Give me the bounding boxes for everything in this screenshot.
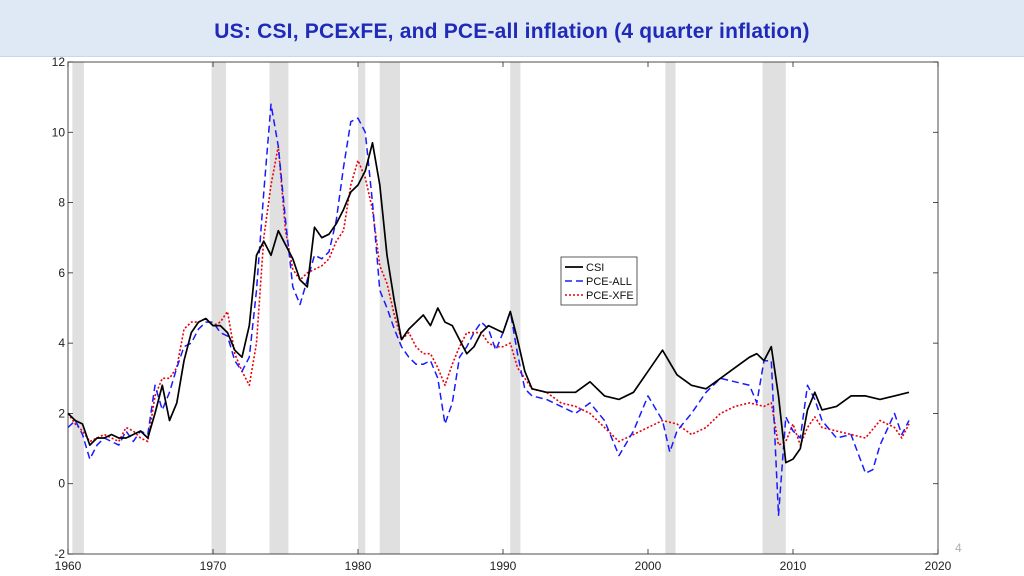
legend-box bbox=[560, 256, 638, 306]
recession-band bbox=[72, 62, 84, 554]
y-tick-label: 6 bbox=[58, 266, 65, 280]
y-tick-label: 8 bbox=[58, 196, 65, 210]
x-tick-label: 2010 bbox=[780, 559, 807, 573]
page-number: 4 bbox=[955, 541, 962, 555]
recession-band bbox=[510, 62, 521, 554]
legend-label: PCE-ALL bbox=[586, 276, 632, 288]
recession-band bbox=[269, 62, 289, 554]
recession-band bbox=[665, 62, 676, 554]
x-tick-label: 1990 bbox=[490, 559, 517, 573]
legend-label: CSI bbox=[586, 262, 604, 274]
legend-label: PCE-XFE bbox=[586, 290, 634, 302]
y-tick-label: 4 bbox=[58, 336, 65, 350]
recession-band bbox=[358, 62, 366, 554]
title-bar: US: CSI, PCExFE, and PCE-all inflation (… bbox=[0, 0, 1024, 57]
y-tick-label: 2 bbox=[58, 406, 65, 420]
x-tick-label: 1970 bbox=[200, 559, 227, 573]
y-tick-label: -2 bbox=[54, 547, 65, 561]
series-line-pce-all bbox=[67, 103, 910, 517]
x-tick-label: 2000 bbox=[635, 559, 662, 573]
x-tick-label: 1980 bbox=[345, 559, 372, 573]
slide-title: US: CSI, PCExFE, and PCE-all inflation (… bbox=[214, 20, 810, 43]
x-tick-label: 1960 bbox=[55, 559, 82, 573]
series-line-csi bbox=[67, 141, 910, 464]
series-line-pce-xfe bbox=[67, 145, 910, 446]
y-tick-label: 0 bbox=[58, 477, 65, 491]
recession-band bbox=[762, 62, 786, 554]
plot-frame bbox=[67, 61, 939, 555]
recession-band bbox=[211, 62, 227, 554]
y-tick-label: 12 bbox=[52, 55, 66, 69]
x-tick-label: 2020 bbox=[925, 559, 952, 573]
y-tick-label: 10 bbox=[52, 125, 66, 139]
recession-band bbox=[379, 62, 401, 554]
